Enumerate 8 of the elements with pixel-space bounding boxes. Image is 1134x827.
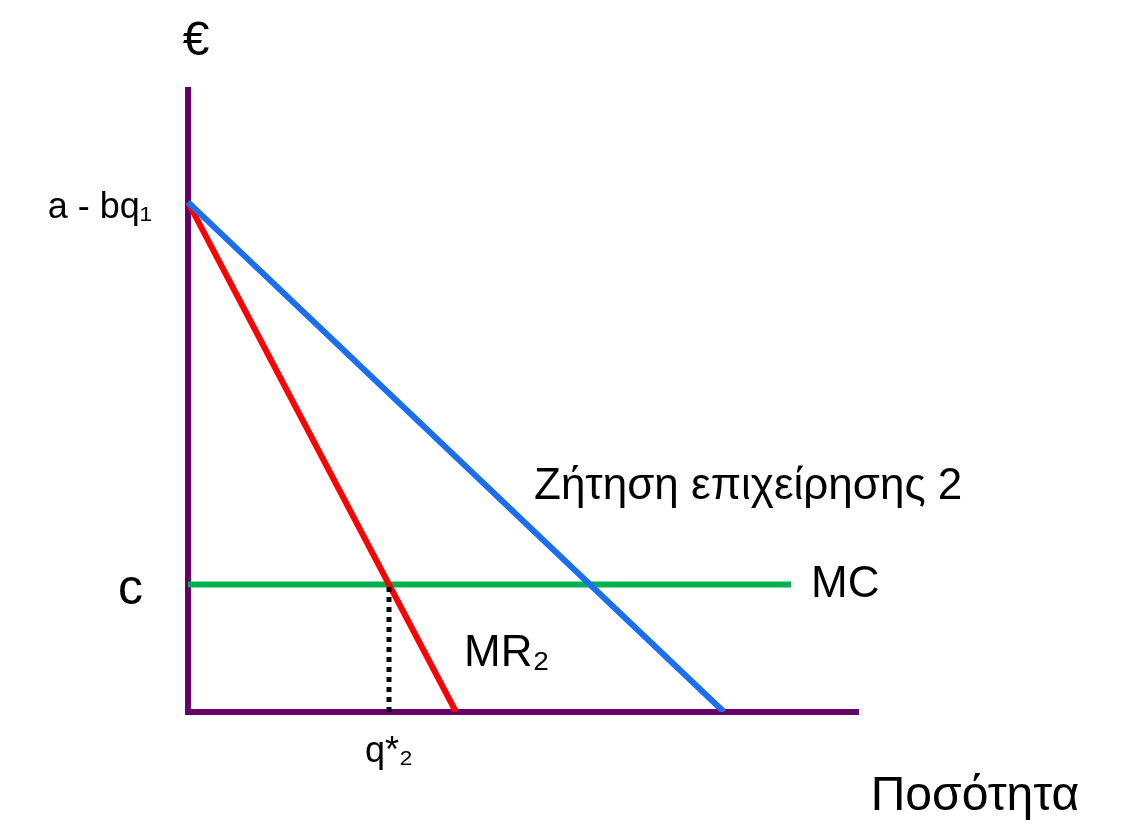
x-axis-title: Ποσότητα bbox=[870, 767, 1080, 821]
series-label: Ζήτηση επιχείρησης 2 bbox=[534, 459, 963, 509]
annotation: q*₂ bbox=[364, 728, 414, 770]
text: c bbox=[118, 559, 143, 616]
series-label: MR₂ bbox=[464, 626, 550, 676]
y-axis-title: € bbox=[182, 12, 210, 66]
text: a - bq₁ bbox=[47, 185, 152, 227]
series-label: MC bbox=[811, 556, 880, 606]
